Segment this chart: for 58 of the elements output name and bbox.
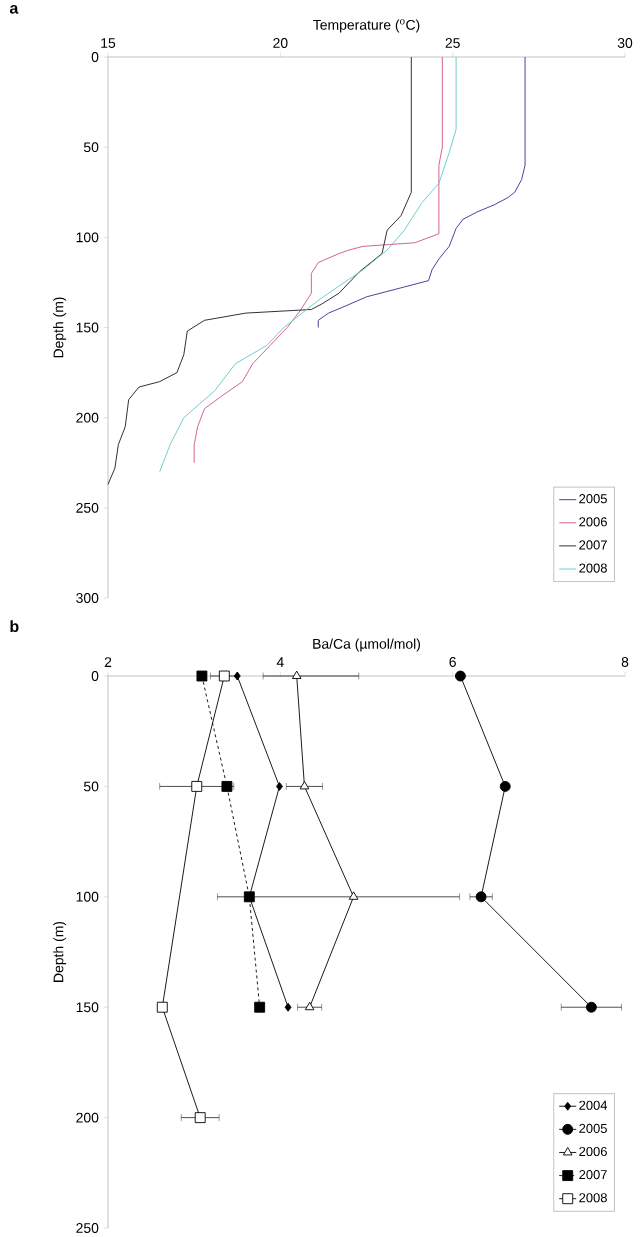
- point: [299, 780, 310, 790]
- legend-label: 2005: [579, 1123, 607, 1133]
- x-tick-label: 30: [617, 38, 633, 48]
- y-tick-label: 50: [83, 142, 99, 153]
- y-tick-label: 50: [83, 781, 99, 792]
- y-tick-label: 200: [76, 1112, 99, 1123]
- y-tick-label: 250: [76, 1223, 99, 1233]
- y-tick-label: 0: [91, 671, 99, 681]
- legend-label: 2008: [579, 1193, 607, 1203]
- y-tick-label: 200: [76, 412, 99, 423]
- legend-label: 2007: [579, 1170, 607, 1180]
- legend-label: 2004: [579, 1100, 608, 1110]
- point: [304, 1001, 315, 1011]
- point: [348, 891, 359, 900]
- x-tick-label: 6: [449, 657, 456, 667]
- legend-label: 2005: [579, 494, 607, 504]
- y-tick-label: 100: [76, 891, 99, 902]
- line-series: [159, 56, 457, 473]
- line-series: [317, 56, 526, 328]
- y-tick-label: 250: [76, 502, 99, 513]
- point: [254, 1001, 266, 1013]
- legend-label: 2006: [579, 517, 607, 527]
- point: [499, 780, 511, 792]
- y-tick-label: 0: [91, 52, 99, 62]
- y-axis-title: Depth (m): [53, 921, 67, 982]
- point: [276, 781, 283, 791]
- point: [454, 670, 466, 682]
- point: [196, 670, 208, 682]
- y-tick-label: 150: [76, 1002, 99, 1013]
- x-axis-title: Temperature ($^{o}$C): [313, 19, 420, 33]
- point: [291, 670, 302, 679]
- point: [585, 1001, 597, 1013]
- y-axis-title: Depth (m): [53, 297, 67, 358]
- x-tick-label: 2: [104, 657, 112, 667]
- y-tick-label: 300: [76, 593, 99, 603]
- point: [156, 1001, 168, 1013]
- legend-label: 2008: [579, 563, 607, 573]
- point: [218, 670, 230, 682]
- chart-title: b: [10, 620, 19, 633]
- point: [233, 671, 241, 681]
- point: [194, 1112, 206, 1124]
- x-tick-label: 25: [445, 38, 460, 48]
- line-series: [107, 56, 412, 485]
- x-tick-label: 8: [621, 657, 629, 667]
- line-series: [193, 56, 443, 464]
- point: [191, 780, 203, 792]
- x-tick-label: 15: [101, 38, 116, 48]
- y-tick-label: 150: [76, 322, 99, 333]
- x-tick-label: 20: [273, 38, 288, 48]
- y-tick-label: 100: [76, 232, 99, 243]
- legend-label: 2006: [579, 1146, 607, 1157]
- chart-title: a: [9, 4, 19, 14]
- point: [221, 780, 233, 792]
- point: [284, 1002, 292, 1012]
- legend-label: 2007: [579, 540, 607, 550]
- point: [475, 891, 487, 903]
- x-tick-label: 4: [276, 657, 284, 667]
- x-axis-title: Ba/Ca (µmol/mol): [313, 638, 420, 652]
